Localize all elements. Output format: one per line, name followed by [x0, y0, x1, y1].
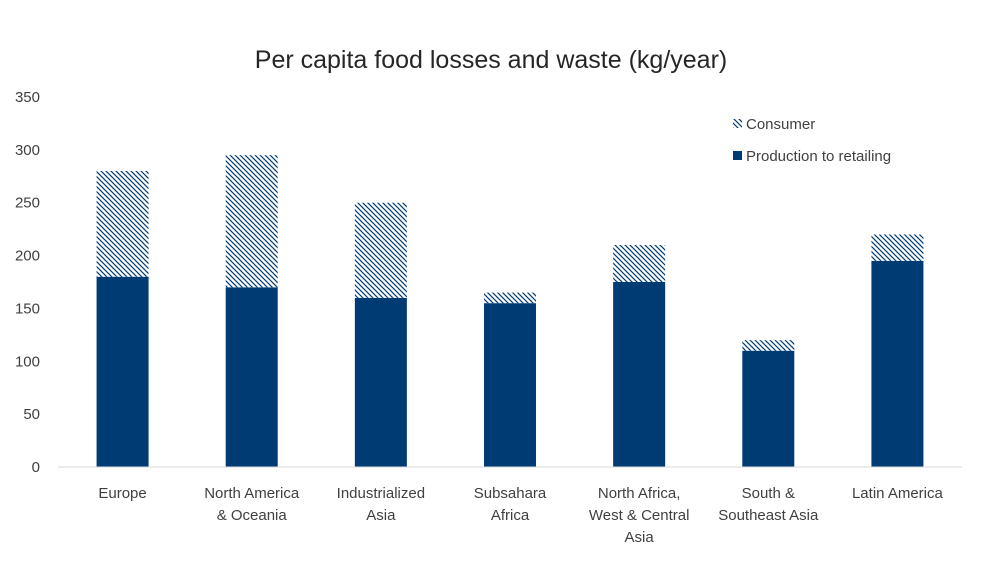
bar-production-to-retailing: [484, 303, 536, 467]
bar-consumer: [484, 292, 536, 304]
bar-consumer: [871, 234, 924, 261]
bar-production-to-retailing: [225, 287, 278, 467]
y-tick-label: 250: [15, 195, 40, 212]
legend-swatch-production: [733, 151, 742, 160]
bar-consumer: [354, 202, 407, 298]
category-label: Industrialized Asia: [337, 485, 425, 524]
category-label-line: North America: [204, 485, 300, 502]
category-label-line: South &: [742, 485, 795, 502]
bar-production-to-retailing: [613, 282, 666, 467]
category-label-line: West & Central: [589, 507, 690, 524]
category-label-line: North Africa,: [598, 485, 681, 502]
category-label-line: Asia: [366, 507, 396, 524]
y-tick-label: 150: [15, 300, 40, 317]
bar-production-to-retailing: [96, 276, 149, 467]
category-label-line: Asia: [625, 529, 655, 546]
bar-consumer: [613, 245, 666, 282]
y-axis: 0 50 100 150 200 250 300 350: [15, 89, 40, 476]
category-label-line: Latin America: [852, 485, 944, 502]
category-label-line: Industrialized: [337, 485, 425, 502]
x-axis-labels: Europe North America & Oceania Industrializ…: [98, 485, 943, 546]
category-label-line: & Oceania: [217, 507, 288, 524]
y-tick-label: 200: [15, 248, 40, 265]
category-label: Subsahara Africa: [474, 485, 547, 524]
category-label: South & Southeast Asia: [718, 485, 819, 524]
category-label: North America & Oceania: [204, 485, 300, 524]
category-label-line: Africa: [491, 507, 530, 524]
y-tick-label: 300: [15, 142, 40, 159]
bar-production-to-retailing: [742, 350, 795, 467]
category-label-line: Europe: [98, 485, 146, 502]
legend-label: Production to retailing: [746, 148, 891, 165]
chart-title: Per capita food losses and waste (kg/yea…: [255, 46, 727, 74]
bar-consumer: [742, 340, 795, 351]
bar-consumer: [225, 155, 278, 288]
y-tick-label: 350: [15, 89, 40, 106]
bar-production-to-retailing: [354, 297, 407, 467]
legend: Consumer Production to retailing: [733, 116, 891, 165]
y-tick-label: 0: [32, 459, 40, 476]
y-tick-label: 50: [23, 406, 40, 423]
bars: [96, 155, 924, 467]
legend-swatch-consumer: [733, 119, 742, 128]
category-label: North Africa, West & Central Asia: [589, 485, 690, 546]
legend-label: Consumer: [746, 116, 815, 133]
y-tick-label: 100: [15, 353, 40, 370]
category-label: Europe: [98, 485, 146, 502]
bar-production-to-retailing: [871, 260, 924, 467]
category-label: Latin America: [852, 485, 944, 502]
category-label-line: Southeast Asia: [718, 507, 819, 524]
category-label-line: Subsahara: [474, 485, 547, 502]
bar-consumer: [96, 171, 149, 277]
